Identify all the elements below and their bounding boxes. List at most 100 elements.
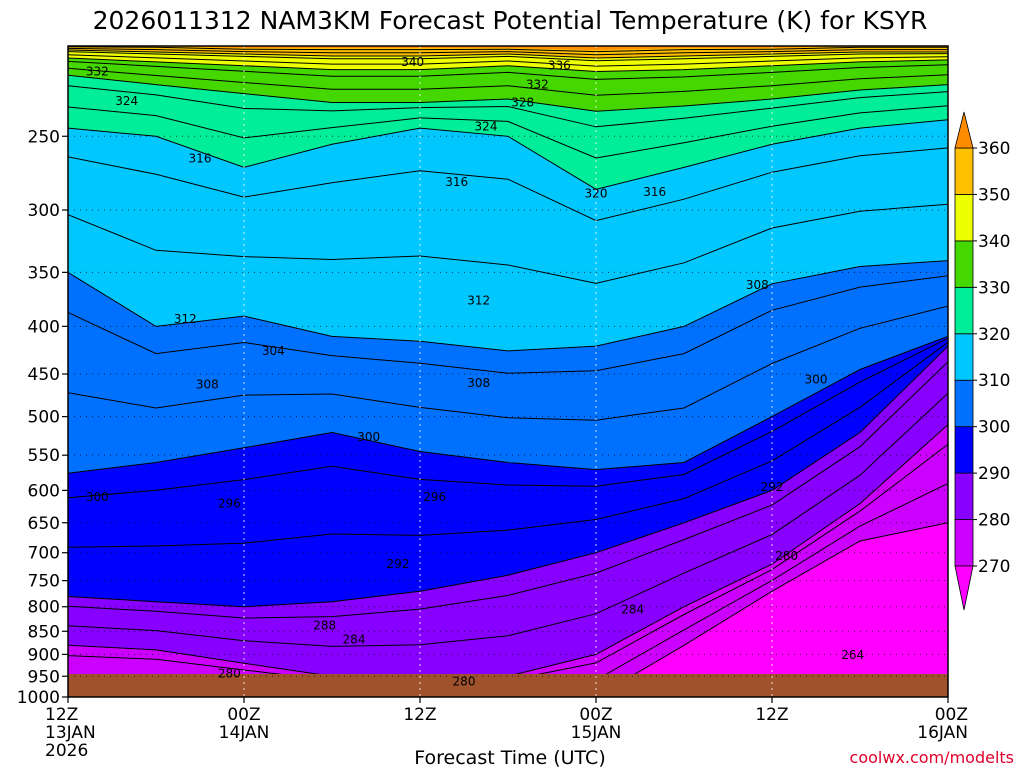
colorbar-label: 300 bbox=[978, 418, 1010, 438]
colorbar-segment bbox=[954, 519, 974, 567]
isentrope-line bbox=[68, 260, 948, 352]
colorbar: 270 280 290 300 310 320 330 340 350 360 bbox=[954, 111, 1010, 611]
contour-label: 284 bbox=[343, 632, 366, 646]
y-tick-label: 850 bbox=[28, 622, 60, 642]
contour-label: 300 bbox=[805, 372, 828, 386]
colorbar-label: 330 bbox=[978, 278, 1010, 298]
x-tick-label: 16JAN bbox=[917, 723, 968, 743]
contour-label: 280 bbox=[775, 549, 798, 563]
contour-label: 324 bbox=[115, 94, 138, 108]
colorbar-label: 310 bbox=[978, 371, 1010, 391]
contour-label: 308 bbox=[467, 376, 490, 390]
y-tick-label: 300 bbox=[28, 201, 60, 221]
colorbar-label: 320 bbox=[978, 325, 1010, 345]
colorbar-top-arrow bbox=[954, 111, 974, 149]
contour-label: 308 bbox=[196, 378, 219, 392]
plot-area bbox=[68, 46, 948, 697]
contour-labels: 340 332 336 332 328 324 324 316 316 320 316 308 312 3… bbox=[86, 55, 864, 688]
x-tick-label: 00Z bbox=[227, 705, 260, 725]
contour-label: 264 bbox=[841, 648, 864, 662]
y-tick-label: 800 bbox=[28, 598, 60, 618]
contour-label: 328 bbox=[511, 96, 534, 110]
colorbar-segment bbox=[954, 240, 974, 288]
plot-frame bbox=[67, 45, 949, 698]
isentrope-line bbox=[68, 57, 948, 73]
contour-label: 292 bbox=[761, 480, 784, 494]
isentrope-line bbox=[68, 85, 948, 128]
x-tick-label: 2026 bbox=[45, 741, 88, 761]
chart-title: 2026011312 NAM3KM Forecast Potential Tem… bbox=[93, 6, 928, 35]
contour-label: 332 bbox=[526, 78, 549, 92]
contour-label: 284 bbox=[621, 602, 644, 616]
isentrope-line bbox=[68, 51, 948, 62]
isentrope-line bbox=[68, 74, 948, 112]
isentrope-line bbox=[68, 337, 948, 499]
contour-label: 308 bbox=[746, 278, 769, 292]
colorbar-segment bbox=[954, 379, 974, 428]
isentrope-line bbox=[68, 335, 948, 474]
isentrope-line bbox=[68, 47, 948, 56]
colorbar-segment bbox=[954, 286, 974, 335]
contour-label: 292 bbox=[387, 557, 410, 571]
contour-label: 324 bbox=[475, 119, 498, 133]
grid-lines bbox=[68, 46, 948, 697]
isentrope-line bbox=[68, 361, 948, 619]
y-tick-label: 650 bbox=[28, 514, 60, 534]
contour-label: 316 bbox=[445, 175, 468, 189]
colorbar-label: 350 bbox=[978, 185, 1010, 205]
y-tick-label: 450 bbox=[28, 365, 60, 385]
y-tick-label: 700 bbox=[28, 544, 60, 564]
contour-label: 320 bbox=[585, 186, 608, 200]
colorbar-segment bbox=[954, 194, 974, 242]
isentrope-line bbox=[68, 341, 948, 548]
contour-label: 296 bbox=[218, 497, 241, 511]
terrain-ground bbox=[68, 674, 948, 697]
colorbar-segment bbox=[954, 147, 974, 195]
watermark: coolwx.com/modelts bbox=[850, 748, 1014, 767]
contour-label: 280 bbox=[453, 674, 476, 688]
isentrope-line bbox=[68, 60, 948, 80]
isentrope-line bbox=[68, 49, 948, 59]
y-tick-label: 500 bbox=[28, 408, 60, 428]
colorbar-label: 270 bbox=[978, 557, 1010, 577]
isentrope-line bbox=[68, 119, 948, 190]
colorbar-segment bbox=[954, 472, 974, 520]
isentrope-line bbox=[68, 147, 948, 222]
colorbar-segment bbox=[954, 426, 974, 474]
colorbar-bottom-arrow bbox=[954, 565, 974, 611]
contour-label: 316 bbox=[643, 185, 666, 199]
x-tick-label: 15JAN bbox=[571, 723, 622, 743]
y-tick-label: 400 bbox=[28, 317, 60, 337]
y-tick-label: 600 bbox=[28, 481, 60, 501]
contour-label: 304 bbox=[262, 344, 285, 358]
isentrope-line bbox=[68, 275, 948, 374]
contour-label: 296 bbox=[423, 490, 446, 504]
colorbar-label: 290 bbox=[978, 464, 1010, 484]
contour-label: 312 bbox=[174, 312, 197, 326]
contour-label: 288 bbox=[313, 619, 336, 633]
isentrope-line bbox=[68, 46, 948, 53]
y-axis: 250 300 350 400 450 500 550 600 650 700 750 800 850 9… bbox=[17, 127, 68, 708]
colorbar-label: 280 bbox=[978, 511, 1010, 531]
isentrope-line bbox=[68, 305, 948, 421]
colorbar-label: 360 bbox=[978, 139, 1010, 159]
x-tick-label: 00Z bbox=[935, 705, 968, 725]
x-tick-label: 00Z bbox=[579, 705, 612, 725]
x-axis-label: Forecast Time (UTC) bbox=[414, 747, 605, 768]
y-tick-label: 900 bbox=[28, 645, 60, 665]
contour-label: 336 bbox=[548, 59, 571, 73]
y-tick-label: 250 bbox=[28, 127, 60, 147]
isentrope-line bbox=[68, 522, 948, 697]
contour-label: 280 bbox=[218, 666, 241, 680]
y-tick-label: 350 bbox=[28, 263, 60, 283]
colorbar-segment bbox=[954, 333, 974, 381]
x-tick-label: 12Z bbox=[755, 705, 788, 725]
contour-label: 316 bbox=[189, 151, 212, 165]
isentrope-line bbox=[68, 392, 948, 647]
y-tick-label: 750 bbox=[28, 572, 60, 592]
contour-label: 312 bbox=[467, 293, 490, 307]
isentrope-line bbox=[68, 67, 948, 96]
contour-label: 332 bbox=[86, 64, 109, 78]
isentrope-line bbox=[68, 105, 948, 159]
